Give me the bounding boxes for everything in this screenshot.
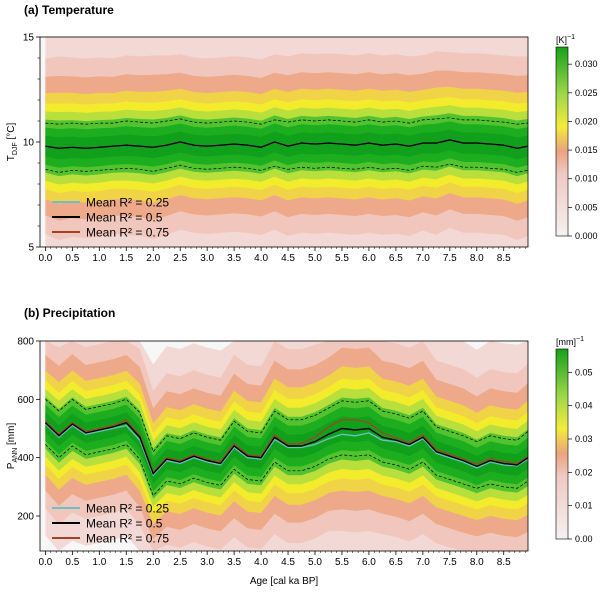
colorbar-tick-label: 0.00 [575, 534, 593, 544]
series-line-r2-025 [44, 423, 529, 477]
x-tick-label: 1.0 [92, 557, 106, 568]
x-axis: 0.0 0.5 1.0 1.5 2.0 2.5 3.0 3.5 4.0 4.5 5.0 5.5 6.0 6… [38, 551, 526, 568]
x-tick-label: 6.5 [389, 253, 403, 264]
density-band-8 [45, 129, 529, 160]
y-tick-label: 400 [17, 453, 34, 464]
series-line-r2-05 [44, 421, 529, 476]
plot-frame [39, 340, 529, 552]
x-tick-label: 2.0 [146, 253, 160, 264]
colorbar-tick-label: 0.04 [575, 401, 593, 411]
x-tick-label: 4.5 [281, 557, 295, 568]
plot-area [39, 36, 529, 248]
legend-label: Mean R² = 0.25 [86, 196, 169, 210]
colorbar-ticks: 0.00 0.01 0.02 0.03 0.04 0.05 [568, 367, 593, 544]
x-tick-label: 7.0 [416, 557, 430, 568]
colorbar: [mm]−1 0.00 0.01 0.02 0.03 0.04 0.05 [555, 336, 593, 544]
colorbar-tick-label: 0.030 [575, 59, 598, 69]
series-line-r2-075 [44, 419, 529, 474]
x-tick-label: 2.5 [173, 557, 187, 568]
x-tick-label: 1.0 [92, 253, 106, 264]
upper-bound-line [45, 398, 529, 453]
plot-area [39, 340, 529, 552]
x-tick-label: 8.0 [470, 557, 484, 568]
x-tick-label: 7.0 [416, 253, 430, 264]
x-tick-label: 3.5 [227, 557, 241, 568]
y-tick-label: 5 [28, 243, 34, 254]
x-tick-label: 0.0 [38, 253, 52, 264]
x-tick-label: 5.0 [308, 253, 322, 264]
colorbar-tick-label: 0.000 [575, 231, 598, 241]
colorbar-tick-label: 0.020 [575, 116, 598, 126]
x-tick-label: 7.5 [443, 253, 457, 264]
x-tick-label: 8.5 [497, 253, 511, 264]
series-line-r2-05 [45, 139, 529, 150]
series-lines [44, 398, 529, 497]
x-tick-label: 3.0 [200, 253, 214, 264]
colorbar-ticks: 0.000 0.005 0.010 0.015 0.020 0.025 0.030 [568, 59, 598, 241]
x-tick-label: 1.5 [119, 253, 133, 264]
panel-temperature: (a) Temperature 5 10 15 0.0 0.5 1.0 1.5 2.0 2.5… [6, 3, 598, 264]
legend-label: Mean R² = 0.5 [86, 517, 163, 531]
y-tick-label: 200 [17, 512, 34, 523]
colorbar-tick-label: 0.01 [575, 501, 593, 511]
colorbar-unit: [K]−1 [556, 34, 575, 45]
x-tick-label: 0.5 [65, 253, 79, 264]
y-tick-label: 800 [17, 337, 34, 348]
colorbar: [K]−1 0.000 0.005 0.010 0.015 0.020 0.025 0.03… [555, 34, 598, 241]
y-tick-label: 15 [23, 33, 35, 44]
x-tick-label: 3.0 [200, 557, 214, 568]
x-tick-label: 2.0 [146, 557, 160, 568]
x-tick-label: 5.5 [335, 253, 349, 264]
colorbar-tick-label: 0.05 [575, 367, 593, 377]
panel-title: (a) Temperature [24, 3, 114, 17]
panel-title: (b) Precipitation [24, 306, 115, 320]
x-tick-label: 8.5 [497, 557, 511, 568]
x-axis: 0.0 0.5 1.0 1.5 2.0 2.5 3.0 3.5 4.0 4.5 5.0 5.5 6.0 6… [38, 247, 526, 264]
series-lines [45, 117, 529, 173]
lower-bound-line [45, 444, 529, 497]
colorbar-tick-label: 0.005 [575, 202, 598, 212]
x-tick-label: 4.0 [254, 557, 268, 568]
x-tick-label: 7.5 [443, 557, 457, 568]
panel-precipitation: (b) Precipitation 200 400 600 800 0.0 0.5 1.0… [6, 306, 593, 568]
colorbar-tick-label: 0.02 [575, 467, 593, 477]
x-tick-label: 0.5 [65, 557, 79, 568]
legend-label: Mean R² = 0.5 [86, 211, 163, 225]
y-axis: 200 400 600 800 [17, 337, 40, 523]
x-tick-label: 3.5 [227, 253, 241, 264]
colorbar-unit: [mm]−1 [556, 336, 584, 347]
x-tick-label: 0.0 [38, 557, 52, 568]
y-tick-label: 10 [23, 138, 35, 149]
colorbar-gradient [555, 348, 569, 540]
x-axis-label: Age [cal ka BP] [250, 576, 319, 587]
colorbar-gradient [555, 46, 569, 237]
x-tick-label: 6.0 [362, 557, 376, 568]
x-tick-label: 8.0 [470, 253, 484, 264]
colorbar-tick-label: 0.03 [575, 434, 593, 444]
y-axis-label: TDJF [°C] [6, 123, 19, 162]
colorbar-tick-label: 0.010 [575, 174, 598, 184]
colorbar-tick-label: 0.025 [575, 88, 598, 98]
x-tick-label: 6.5 [389, 557, 403, 568]
lower-bound-line [45, 163, 529, 173]
x-tick-label: 4.0 [254, 253, 268, 264]
x-tick-label: 2.5 [173, 253, 187, 264]
colorbar-tick-label: 0.015 [575, 145, 598, 155]
legend-label: Mean R² = 0.75 [86, 532, 169, 546]
x-tick-label: 6.0 [362, 253, 376, 264]
x-tick-label: 4.5 [281, 253, 295, 264]
y-axis-label: PANN [mm] [6, 423, 19, 470]
x-tick-label: 1.5 [119, 557, 133, 568]
y-axis: 5 10 15 [23, 33, 40, 254]
y-tick-label: 600 [17, 395, 34, 406]
upper-bound-line [45, 117, 529, 125]
legend-label: Mean R² = 0.25 [86, 502, 169, 516]
x-tick-label: 5.5 [335, 557, 349, 568]
x-tick-label: 5.0 [308, 557, 322, 568]
density-band-8 [45, 412, 529, 484]
legend-label: Mean R² = 0.75 [86, 226, 169, 240]
